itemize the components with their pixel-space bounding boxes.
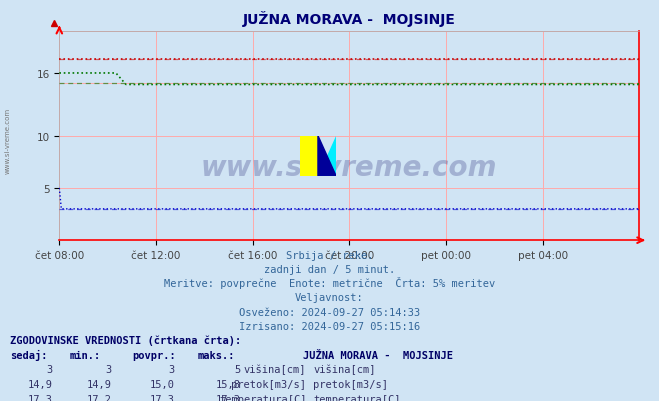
Text: 17,3: 17,3 [28, 394, 53, 401]
Text: 14,9: 14,9 [87, 379, 112, 389]
Text: www.si-vreme.com: www.si-vreme.com [201, 154, 498, 182]
Text: ZGODOVINSKE VREDNOSTI (črtkana črta):: ZGODOVINSKE VREDNOSTI (črtkana črta): [10, 334, 241, 345]
Text: zadnji dan / 5 minut.: zadnji dan / 5 minut. [264, 265, 395, 275]
Text: 17,3: 17,3 [150, 394, 175, 401]
Text: 17,3: 17,3 [215, 394, 241, 401]
Text: povpr.:: povpr.: [132, 350, 175, 360]
Text: 15,8: 15,8 [215, 379, 241, 389]
Text: JUŽNA MORAVA -  MOJSINJE: JUŽNA MORAVA - MOJSINJE [303, 350, 453, 360]
Text: višina[cm]: višina[cm] [244, 364, 306, 375]
Text: www.si-vreme.com: www.si-vreme.com [5, 107, 11, 173]
Text: min.:: min.: [69, 350, 100, 360]
Text: maks.:: maks.: [198, 350, 235, 360]
Text: Izrisano: 2024-09-27 05:15:16: Izrisano: 2024-09-27 05:15:16 [239, 321, 420, 331]
Text: Veljavnost:: Veljavnost: [295, 293, 364, 303]
Polygon shape [318, 136, 336, 176]
Text: 3: 3 [169, 365, 175, 375]
Text: Srbija / reke.: Srbija / reke. [286, 251, 373, 261]
Title: JUŽNA MORAVA -  MOJSINJE: JUŽNA MORAVA - MOJSINJE [243, 11, 456, 27]
Text: 17,2: 17,2 [87, 394, 112, 401]
Polygon shape [318, 136, 336, 176]
Text: sedaj:: sedaj: [10, 349, 47, 360]
Text: pretok[m3/s]: pretok[m3/s] [313, 379, 388, 389]
Text: 14,9: 14,9 [28, 379, 53, 389]
Text: temperatura[C]: temperatura[C] [219, 394, 306, 401]
Text: Meritve: povprečne  Enote: metrične  Črta: 5% meritev: Meritve: povprečne Enote: metrične Črta:… [164, 277, 495, 289]
Text: Osveženo: 2024-09-27 05:14:33: Osveženo: 2024-09-27 05:14:33 [239, 307, 420, 317]
Text: 5: 5 [235, 365, 241, 375]
Text: temperatura[C]: temperatura[C] [313, 394, 401, 401]
Text: 3: 3 [47, 365, 53, 375]
Text: 15,0: 15,0 [150, 379, 175, 389]
Bar [300, 136, 318, 176]
Text: 3: 3 [106, 365, 112, 375]
Text: višina[cm]: višina[cm] [313, 364, 376, 375]
Text: pretok[m3/s]: pretok[m3/s] [231, 379, 306, 389]
